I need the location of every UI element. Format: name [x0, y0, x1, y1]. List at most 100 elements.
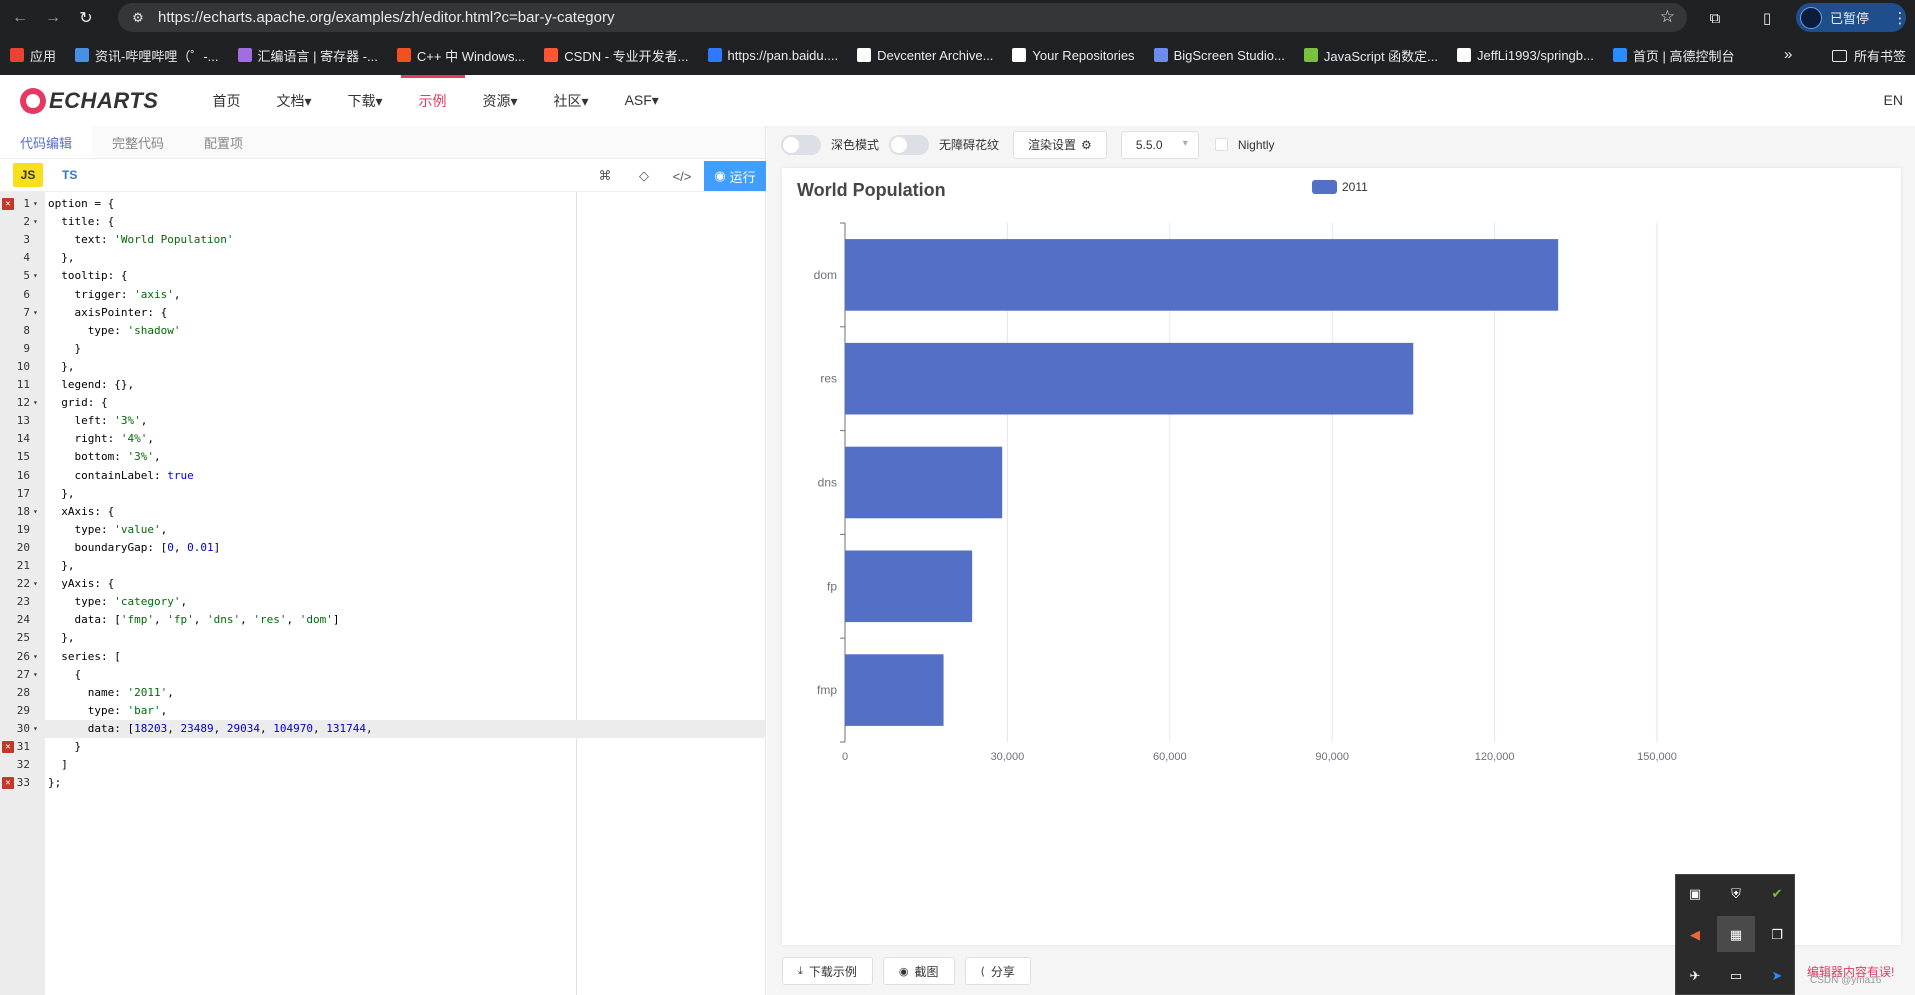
fold-icon[interactable]: ▾	[33, 506, 38, 516]
error-icon[interactable]: ✕	[2, 741, 14, 753]
code-line[interactable]: 13 left: '3%',	[0, 412, 766, 430]
bookmark-item[interactable]: C++ 中 Windows...	[396, 46, 525, 65]
bookmark-star-icon[interactable]: ☆	[1659, 7, 1675, 26]
terminal-icon[interactable]: ▣	[1688, 886, 1702, 901]
bookmark-item[interactable]: JeffLi1993/springb...	[1457, 48, 1594, 63]
code-line[interactable]: 18 ▾ xAxis: {	[0, 503, 766, 521]
extensions-icon[interactable]: ⧉	[1709, 9, 1721, 27]
fold-icon[interactable]: ▾	[33, 651, 38, 661]
download-example-button[interactable]: ⤓ 下载示例	[782, 957, 873, 985]
nav-item[interactable]: 资源▾	[482, 92, 518, 109]
chart-legend[interactable]: 2011	[1312, 180, 1368, 194]
all-bookmarks[interactable]: 所有书签	[1832, 46, 1906, 65]
code-line[interactable]: 14 right: '4%',	[0, 430, 766, 448]
battery-icon[interactable]: ▭	[1729, 968, 1743, 983]
code-line[interactable]: 20 boundaryGap: [0, 0.01]	[0, 539, 766, 557]
code-line[interactable]: 3 text: 'World Population'	[0, 231, 766, 249]
language-switch[interactable]: EN	[1883, 92, 1903, 108]
error-icon[interactable]: ✕	[2, 777, 14, 790]
fold-icon[interactable]: ▾	[33, 307, 38, 317]
code-line[interactable]: 27 ▾ {	[0, 666, 766, 684]
bookmark-item[interactable]: https://pan.baidu....	[707, 48, 838, 63]
side-panel-icon[interactable]: ▯	[1762, 10, 1772, 27]
lang-js-toggle[interactable]: JS	[13, 163, 43, 187]
render-settings-button[interactable]: 渲染设置 ⚙	[1013, 130, 1107, 159]
reload-icon[interactable]: ↻	[79, 9, 93, 27]
cube-icon[interactable]: ◇	[639, 168, 649, 183]
code-line[interactable]: 15 bottom: '3%',	[0, 448, 766, 466]
bookmark-item[interactable]: 汇编语言 | 寄存器 -...	[237, 46, 378, 65]
nav-item[interactable]: 社区▾	[553, 92, 589, 109]
nav-item[interactable]: 下载▾	[347, 92, 383, 109]
code-line[interactable]: 4 },	[0, 249, 766, 267]
dark-mode-toggle[interactable]	[781, 134, 821, 155]
copy-icon[interactable]: ❐	[1771, 927, 1783, 942]
code-line[interactable]: 2 ▾ title: {	[0, 213, 766, 231]
share-button[interactable]: ⟨ 分享	[964, 957, 1031, 985]
code-editor[interactable]: ✕ 1 ▾ option = {2 ▾ title: {3 text: 'World P…	[0, 192, 766, 995]
code-line[interactable]: 5 ▾ tooltip: {	[0, 267, 766, 285]
fold-icon[interactable]: ▾	[33, 271, 38, 281]
back-icon[interactable]: ←	[12, 8, 28, 26]
barrier-free-toggle[interactable]	[889, 134, 930, 155]
version-select[interactable]: 5.5.0 ▾	[1120, 130, 1199, 159]
echarts-logo[interactable]: ECHARTS	[20, 87, 158, 114]
editor-tab[interactable]: 配置项	[204, 135, 244, 151]
address-bar[interactable]: ⚙ https://echarts.apache.org/examples/zh…	[118, 3, 1687, 32]
code-line[interactable]: 24 data: ['fmp', 'fp', 'dns', 'res', 'do…	[0, 611, 766, 629]
bookmark-item[interactable]: 应用	[10, 46, 56, 65]
code-line[interactable]: 19 type: 'value',	[0, 521, 766, 539]
code-icon[interactable]: </>	[672, 168, 692, 184]
error-icon[interactable]: ✕	[2, 198, 14, 210]
code-line[interactable]: 12 ▾ grid: {	[0, 394, 766, 412]
nightly-checkbox[interactable]	[1214, 138, 1228, 151]
bookmark-item[interactable]: BigScreen Studio...	[1153, 48, 1285, 63]
send-icon[interactable]: ➤	[1771, 968, 1783, 983]
nav-item[interactable]: 示例	[400, 75, 465, 126]
code-line[interactable]: 23 type: 'category',	[0, 593, 766, 611]
forward-icon[interactable]: →	[45, 8, 61, 26]
code-line[interactable]: 17 },	[0, 485, 766, 503]
fold-icon[interactable]: ▾	[33, 579, 38, 589]
site-info-icon[interactable]: ⚙	[132, 9, 144, 25]
code-line[interactable]: 10 },	[0, 358, 766, 376]
code-line[interactable]: ✕ 33};	[0, 774, 766, 792]
profile-button[interactable]: 已暂停	[1796, 3, 1906, 32]
speaker-icon[interactable]: ◀	[1690, 927, 1700, 942]
code-line[interactable]: 29 type: 'bar',	[0, 702, 766, 720]
format-icon[interactable]: ⌘	[598, 168, 612, 183]
code-line[interactable]: 16 containLabel: true	[0, 467, 766, 485]
shield-icon[interactable]: ⛨	[1731, 886, 1741, 901]
code-line[interactable]: 21 },	[0, 557, 766, 575]
bookmark-item[interactable]: CSDN - 专业开发者...	[544, 46, 689, 65]
run-button[interactable]: ◉ 运行	[704, 161, 766, 191]
nav-item[interactable]: 首页	[212, 92, 241, 109]
menu-icon[interactable]: ⋮	[1892, 10, 1908, 27]
screenshot-button[interactable]: ◉ 截图	[882, 957, 955, 985]
fold-icon[interactable]: ▾	[33, 669, 38, 679]
fold-icon[interactable]: ▾	[33, 217, 38, 227]
code-line[interactable]: 28 name: '2011',	[0, 684, 766, 702]
code-line[interactable]: 11 legend: {},	[0, 376, 766, 394]
lang-ts-toggle[interactable]: TS	[62, 168, 78, 182]
fold-icon[interactable]: ▾	[33, 199, 38, 208]
url-text[interactable]: https://echarts.apache.org/examples/zh/e…	[158, 9, 615, 26]
fold-icon[interactable]: ▾	[33, 723, 38, 733]
editor-tab[interactable]: 完整代码	[112, 135, 165, 151]
code-line[interactable]: 26 ▾ series: [	[0, 648, 766, 666]
bookmark-item[interactable]: 资讯-哔哩哔哩（゜-...	[75, 46, 219, 65]
nav-item[interactable]: 文档▾	[276, 92, 312, 109]
code-line[interactable]: 32 ]	[0, 756, 766, 774]
code-line[interactable]: 9 }	[0, 340, 766, 358]
bookmarks-overflow-icon[interactable]: »	[1784, 46, 1793, 63]
code-line[interactable]: 22 ▾ yAxis: {	[0, 575, 766, 593]
code-line[interactable]: 8 type: 'shadow'	[0, 322, 766, 340]
nav-item[interactable]: ASF▾	[624, 92, 659, 108]
code-line[interactable]: 30 ▾ data: [18203, 23489, 29034, 104970, …	[0, 719, 766, 738]
airplane-icon[interactable]: ✈	[1689, 968, 1701, 983]
code-line[interactable]: 25 },	[0, 629, 766, 647]
sync-icon[interactable]: ✔	[1771, 886, 1783, 901]
bookmark-item[interactable]: JavaScript 函数定...	[1303, 46, 1438, 65]
fold-icon[interactable]: ▾	[33, 398, 38, 408]
bookmark-item[interactable]: Your Repositories	[1012, 48, 1135, 63]
